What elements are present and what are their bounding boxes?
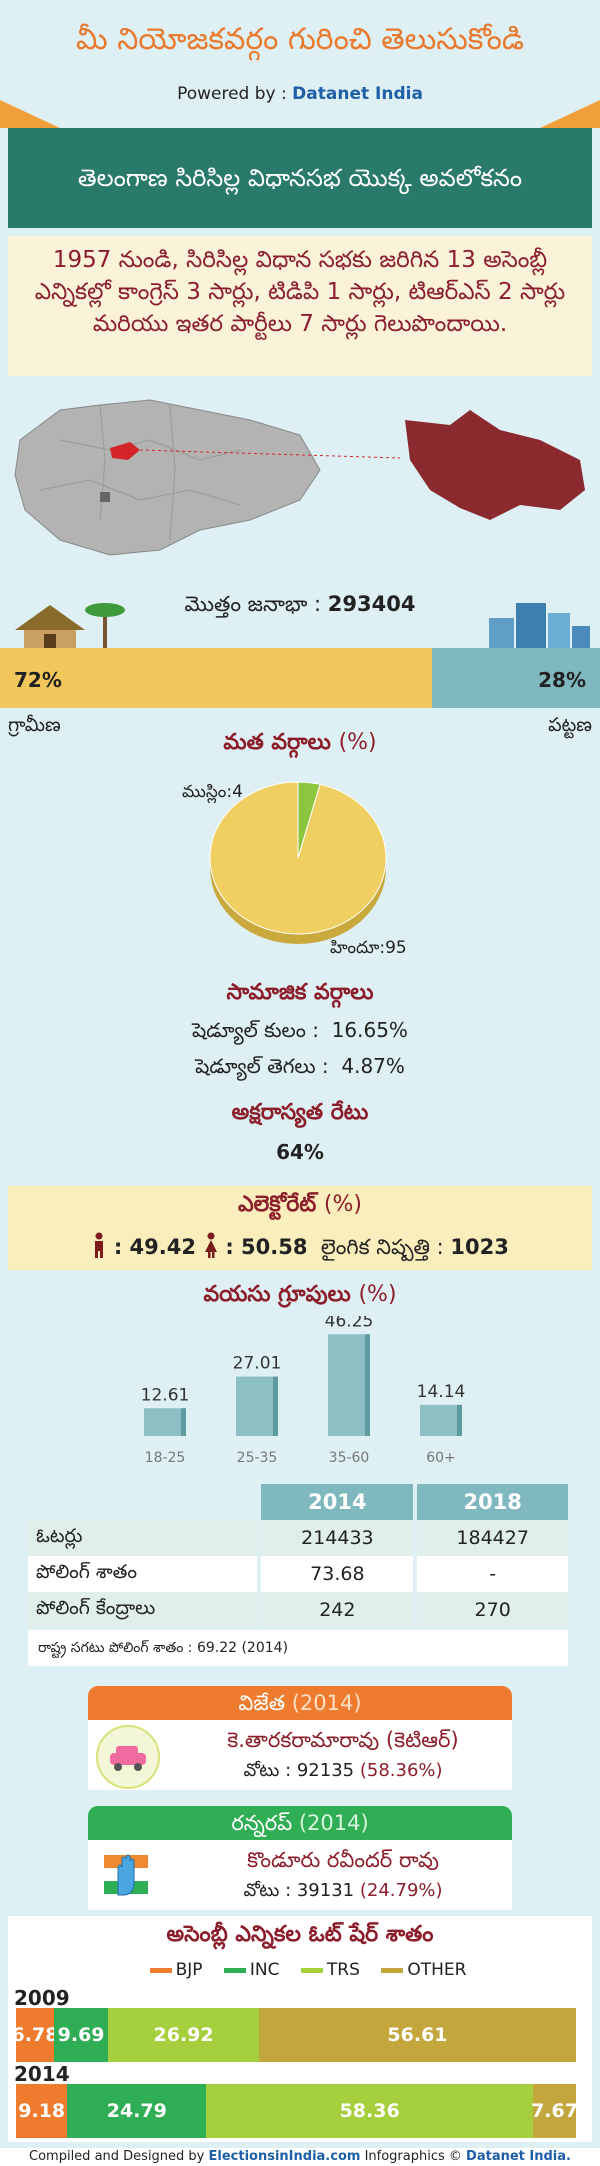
telangana-map-icon [14, 399, 321, 556]
age-bar-shade [273, 1376, 278, 1436]
age-bar [420, 1404, 462, 1436]
rural-label: గ్రామీణ [8, 714, 61, 736]
year-label-2009: 2009 [14, 1986, 70, 2010]
constituency-shape-icon [405, 410, 585, 520]
literacy-value: 64% [276, 1140, 324, 1164]
voteshare-segment-inc: 24.79 [67, 2084, 207, 2138]
voteshare-bar-2014: 9.18 24.79 58.36 7.67 [16, 2084, 578, 2138]
footer-credits: Compiled and Designed by ElectionsinIndi… [0, 2148, 600, 2166]
electorate-row: : 49.42 : 50.58 లైంగిక నిష్పత్తి : 1023 [0, 1232, 600, 1265]
age-bar-value-label: 12.61 [141, 1385, 190, 1405]
legend-swatch-inc [223, 1967, 246, 1973]
urban-label: పట్టణ [548, 714, 592, 736]
pie-label-muslim: ముస్లిం:4 [182, 782, 243, 802]
year-label-2014: 2014 [14, 2062, 70, 2086]
voteshare-segment-other: 56.61 [258, 2008, 576, 2062]
legend-swatch-other [381, 1967, 404, 1973]
inc-hand-logo-icon [96, 1845, 156, 1905]
winner-header: విజేత (2014) [88, 1686, 512, 1720]
age-category-label: 35-60 [329, 1450, 370, 1466]
age-bar-shade [181, 1408, 186, 1436]
age-bar-value-label: 27.01 [233, 1354, 282, 1374]
age-bar [328, 1334, 370, 1436]
female-icon [204, 1232, 217, 1258]
voteshare-segment-bjp: 9.18 [16, 2084, 68, 2138]
age-bar [236, 1376, 278, 1436]
voteshare-segment-bjp: 6.78 [12, 2008, 58, 2062]
village-hut-icon [15, 603, 125, 648]
winner-name: కె.తారకరామారావు (కెటిఆర్) [227, 1728, 459, 1752]
social-groups-title: సామాజిక వర్గాలు [226, 980, 374, 1005]
age-bar-value-label: 46.25 [325, 1316, 374, 1331]
voteshare-segment-trs: 26.92 [108, 2008, 259, 2062]
constituency-banner: తెలంగాణ సిరిసిల్ల విధానసభ యొక్క అవలోకనం [8, 128, 592, 228]
age-groups-title: వయసు గ్రూపులు (%) [203, 1282, 397, 1307]
trs-car-logo-icon [96, 1725, 160, 1789]
runnerup-name: కొండూరు రవీందర్ రావు [247, 1848, 439, 1872]
voteshare-segment-inc: 9.69 [53, 2008, 109, 2062]
runnerup-votes: వోటు : 39131 (24.79%) [243, 1880, 443, 1901]
runnerup-header: రన్నరప్ (2014) [88, 1806, 512, 1840]
capital-marker-icon [100, 492, 110, 502]
urban-percentage: 28% [538, 668, 586, 692]
rural-population-bar [0, 648, 432, 708]
col-2018: 2018 [413, 1484, 568, 1520]
legend-swatch-trs [300, 1967, 323, 1973]
rural-percentage: 72% [14, 668, 62, 692]
runnerup-card [88, 1840, 512, 1910]
scheduled-tribe-row: షెడ్యూల్ తెగలు : 4.87% [195, 1054, 405, 1078]
table-header-row: 2014 2018 [28, 1484, 568, 1520]
pie-slice-hindu [209, 781, 387, 935]
electorate-box [8, 1186, 592, 1270]
corner-decoration-right [540, 100, 600, 128]
age-category-label: 18-25 [145, 1450, 186, 1466]
city-buildings-icon [489, 603, 590, 648]
table-row: పోలింగ్ శాతం 73.68 - [28, 1556, 568, 1592]
urban-population-bar [432, 648, 600, 708]
total-population: మొత్తం జనాభా : 293404 [184, 592, 416, 616]
winner-votes: వోటు : 92135 (58.36%) [243, 1760, 443, 1781]
pie-label-hindu: హిందూ:95 [330, 938, 407, 958]
age-bar-shade [457, 1404, 462, 1436]
religion-pie-chart [209, 781, 387, 944]
religion-title: మత వర్గాలు (%) [223, 730, 377, 755]
brand-datanet: Datanet India [292, 84, 423, 104]
age-category-label: 60+ [426, 1450, 456, 1466]
legend-swatch-bjp [149, 1967, 172, 1973]
corner-decoration-left [0, 100, 60, 128]
age-category-label: 25-35 [237, 1450, 278, 1466]
scheduled-caste-row: షెడ్యూల్ కులం : 16.65% [192, 1018, 408, 1042]
powered-by: Powered by : Datanet India [177, 84, 423, 104]
male-icon [95, 1232, 104, 1258]
voters-table: 2014 2018 ఓటర్లు 214433 184427 పోలింగ్ శ… [28, 1484, 568, 1628]
footer-brand-elections: ElectionsinIndia.com [208, 2149, 361, 2164]
history-summary: 1957 నుండి, సిరిసిల్ల విధాన సభకు జరిగిన … [8, 236, 592, 376]
page-title: మీ నియోజకవర్గం గురించి తెలుసుకోండి [75, 22, 525, 57]
literacy-title: అక్షరాస్యత రేటు [231, 1100, 369, 1125]
footer-brand-datanet: Datanet India. [466, 2149, 571, 2164]
state-average-polling: రాష్ట్ర సగటు పోలింగ్ శాతం : 69.22 (2014) [28, 1630, 568, 1666]
voteshare-bar-2009: 6.78 9.69 26.92 56.61 [12, 2008, 576, 2062]
voteshare-legend: BJP INC TRS OTHER [0, 1960, 600, 1980]
col-2014: 2014 [257, 1484, 416, 1520]
voteshare-segment-other: 7.67 [531, 2084, 578, 2138]
table-row: ఓటర్లు 214433 184427 [28, 1520, 568, 1556]
table-row: పోలింగ్ కేంద్రాలు 242 270 [28, 1592, 568, 1628]
age-bar [144, 1408, 186, 1436]
electorate-title: ఎలెక్టోరేట్ (%) [237, 1192, 362, 1217]
age-bar-shade [365, 1334, 370, 1436]
voteshare-title: అసెంబ్లీ ఎన్నికల ఓట్ షేర్ శాతం [166, 1922, 434, 1947]
voteshare-segment-trs: 58.36 [206, 2084, 534, 2138]
state-map-illustration [14, 399, 585, 556]
age-bar-chart: 12.61 18-25 27.01 25-35 46.25 35-60 14.14 60+ [141, 1316, 466, 1466]
sircilla-highlight-icon [110, 442, 140, 460]
age-bar-value-label: 14.14 [417, 1382, 466, 1402]
